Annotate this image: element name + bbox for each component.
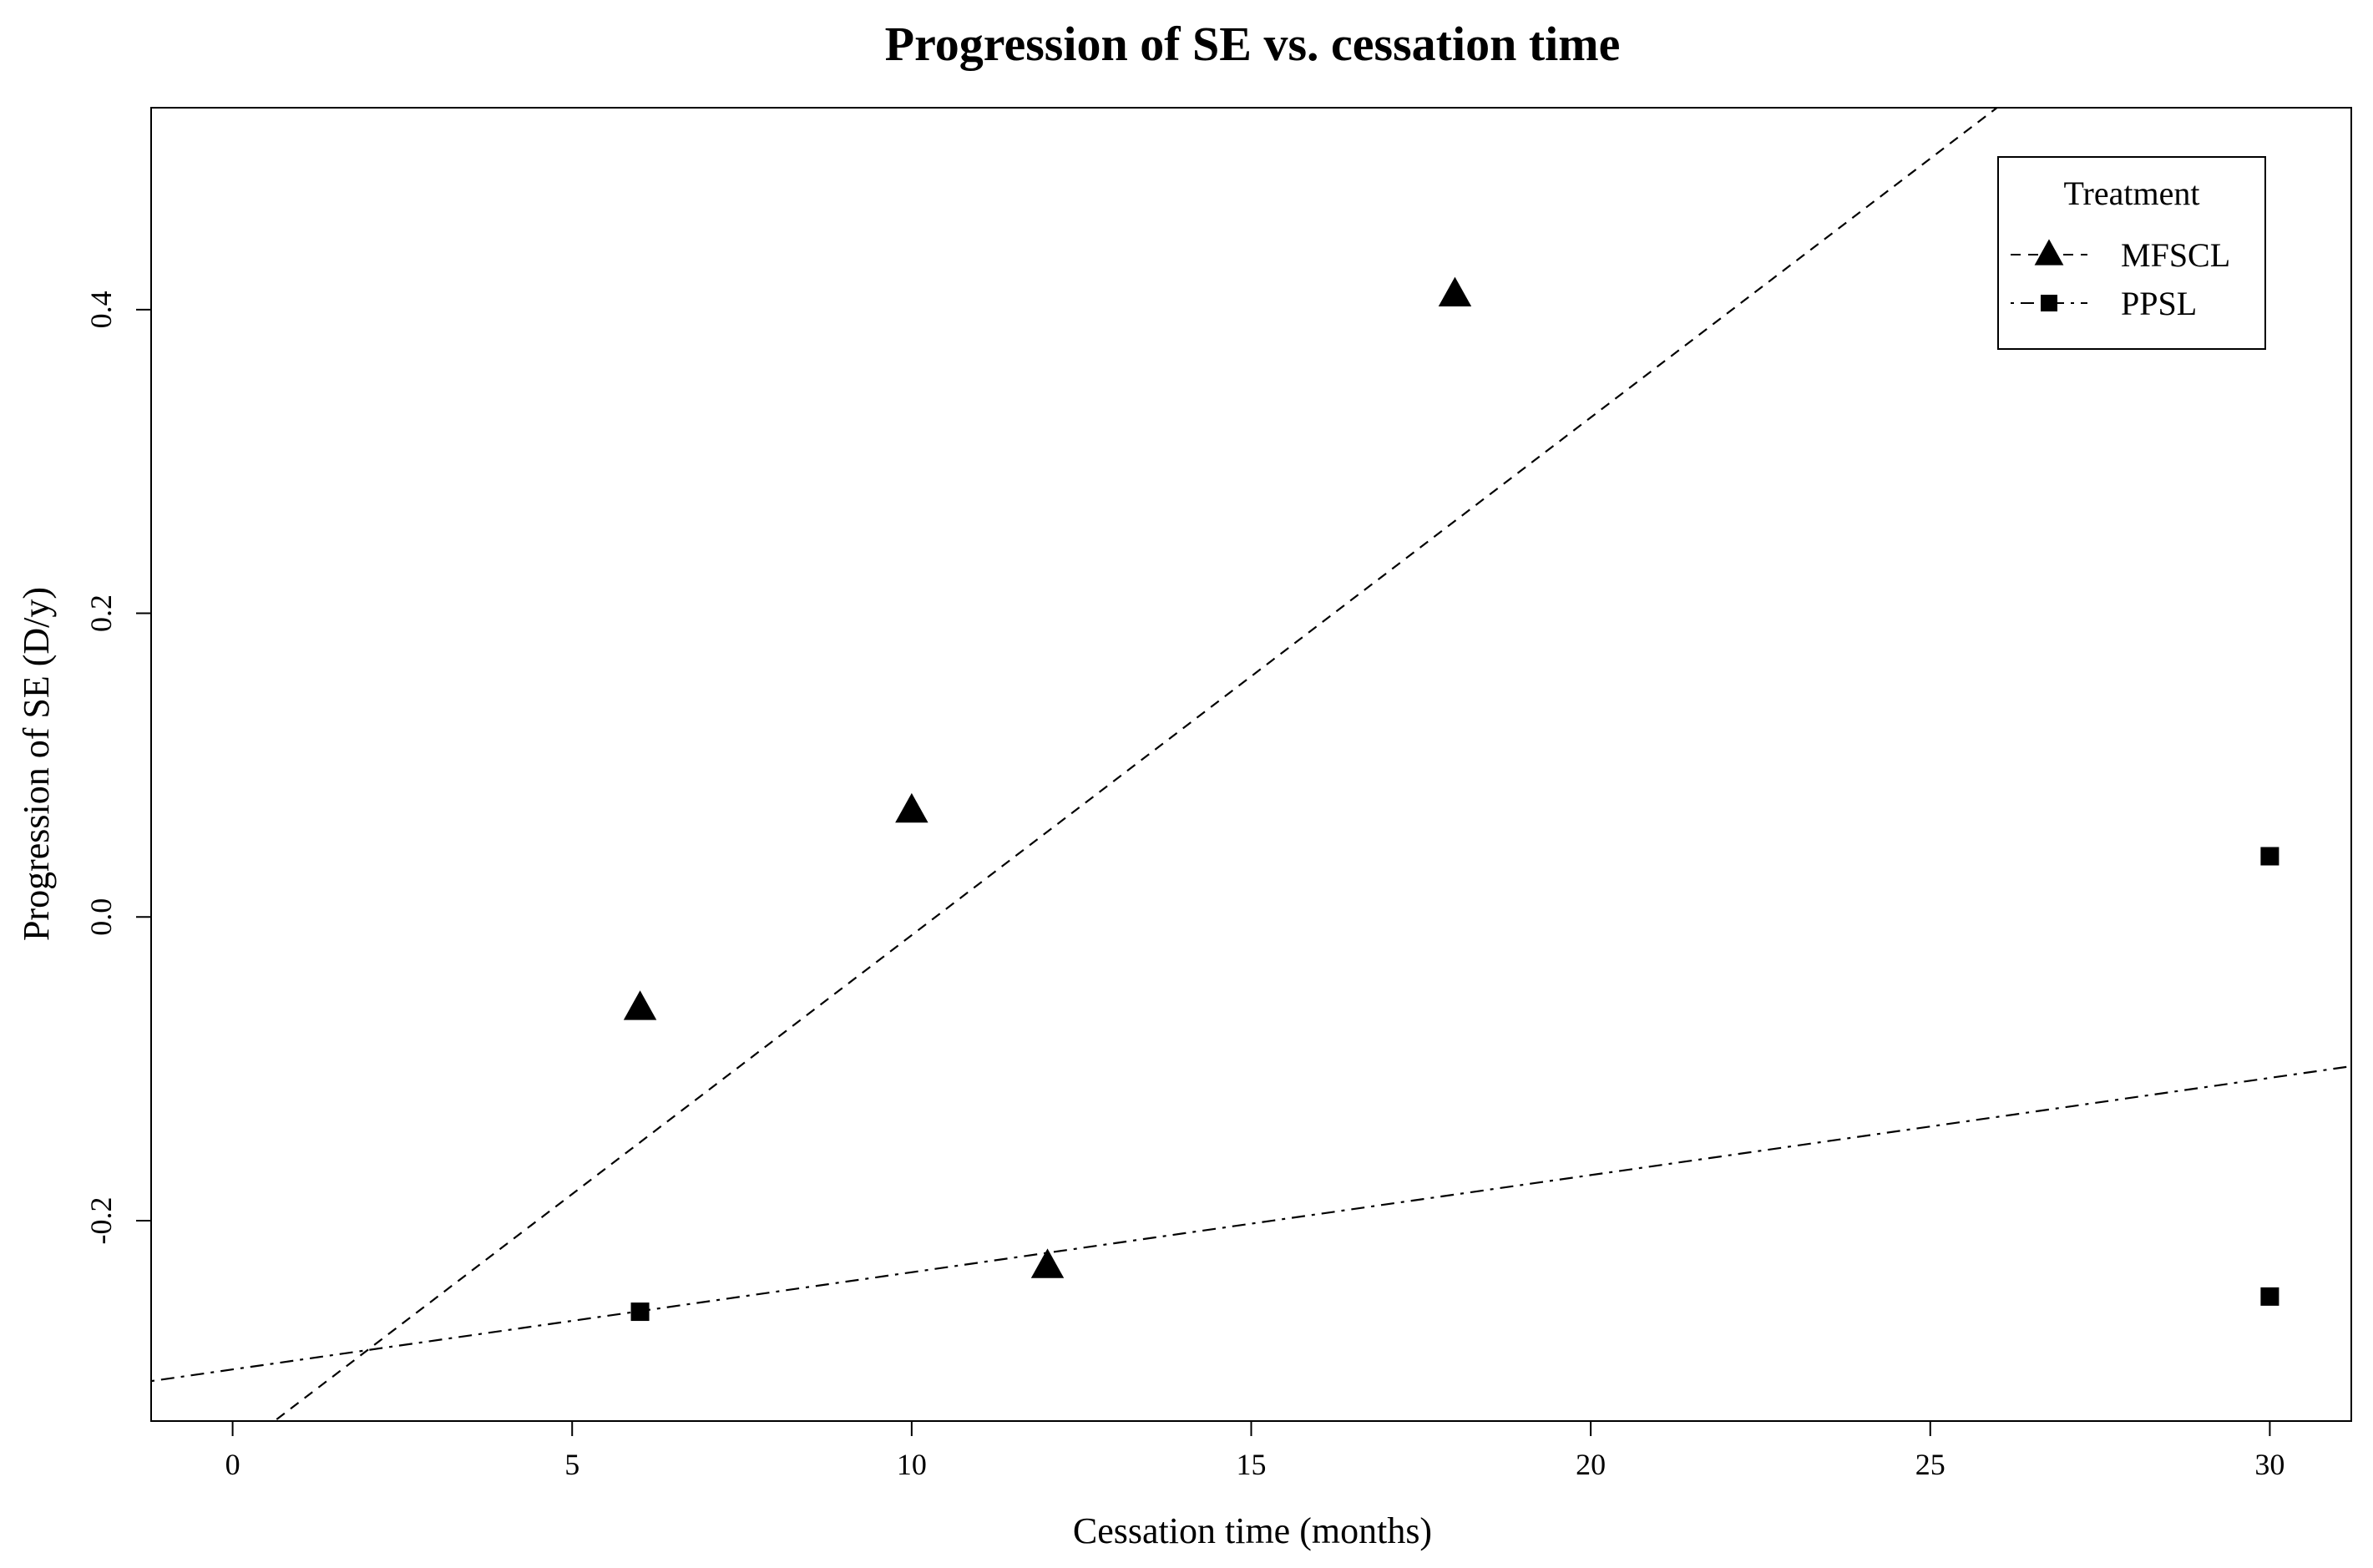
- x-tick-label: 20: [1576, 1448, 1606, 1481]
- fit-line-ppsl: [151, 1065, 2351, 1383]
- legend-label-ppsl: PPSL: [2121, 285, 2197, 322]
- x-tick-label: 15: [1237, 1448, 1267, 1481]
- x-axis: 0 5 10 15 20 25 30: [225, 1421, 2284, 1481]
- y-tick-label: 0.4: [84, 291, 118, 328]
- legend-label-mfscl: MFSCL: [2121, 236, 2230, 274]
- fit-lines: [151, 108, 2351, 1421]
- x-axis-label: Cessation time (months): [1073, 1510, 1432, 1551]
- x-tick-label: 5: [564, 1448, 579, 1481]
- point-mfscl: [623, 990, 657, 1020]
- point-mfscl: [1030, 1248, 1065, 1278]
- fit-line-mfscl: [272, 108, 1999, 1421]
- y-tick-label: 0.0: [84, 898, 118, 936]
- legend-marker: [2034, 239, 2064, 266]
- x-tick-label: 30: [2254, 1448, 2284, 1481]
- legend-title: Treatment: [2064, 175, 2200, 212]
- legend: Treatment MFSCL PPSL: [1997, 156, 2266, 350]
- legend-marker: [2041, 295, 2057, 311]
- point-mfscl: [895, 792, 928, 823]
- x-tick-label: 25: [1915, 1448, 1945, 1481]
- data-points: [623, 276, 2279, 1322]
- point-mfscl: [1438, 276, 1472, 306]
- point-ppsl: [2260, 847, 2279, 866]
- point-ppsl: [2260, 1287, 2279, 1306]
- x-tick-label: 0: [225, 1448, 240, 1481]
- y-axis: -0.2 0.0 0.2 0.4: [84, 291, 151, 1244]
- y-tick-label: -0.2: [84, 1196, 118, 1244]
- y-axis-label: Progression of SE (D/y): [16, 587, 57, 941]
- y-tick-label: 0.2: [84, 594, 118, 632]
- x-tick-label: 10: [897, 1448, 927, 1481]
- point-ppsl: [630, 1302, 650, 1322]
- chart-title: Progression of SE vs. cessation time: [885, 17, 1621, 71]
